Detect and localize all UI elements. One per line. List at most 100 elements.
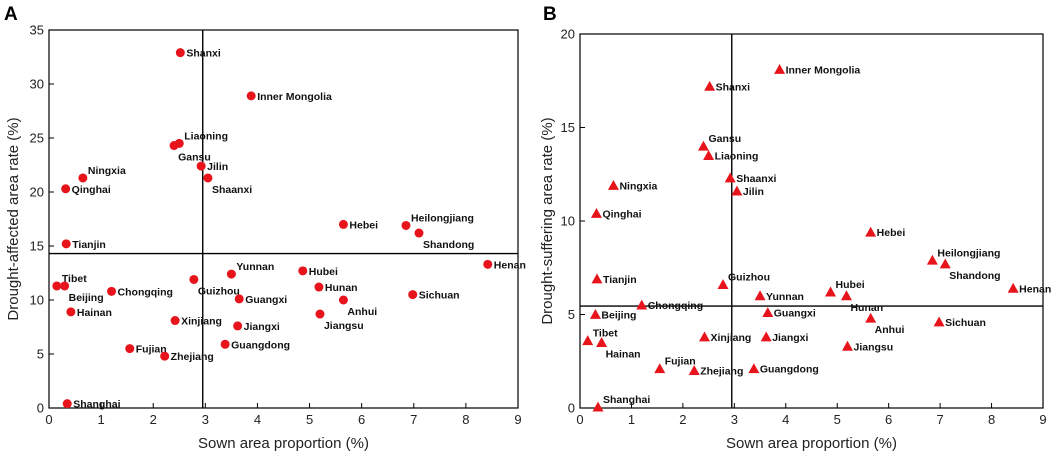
data-point-hainan bbox=[596, 337, 608, 347]
point-label: Liaoning bbox=[184, 130, 228, 142]
point-label: Hainan bbox=[77, 307, 112, 319]
data-point-shaanxi bbox=[203, 173, 213, 183]
data-point-hainan bbox=[66, 307, 76, 317]
data-point-guizhou bbox=[717, 279, 729, 289]
data-point-guangxi bbox=[762, 307, 774, 318]
point-label: Hubei bbox=[309, 266, 338, 278]
data-point-sichuan bbox=[408, 290, 418, 300]
point-label: Henan bbox=[1019, 283, 1051, 295]
x-tick-label: 3 bbox=[202, 412, 209, 427]
data-point-jiangxi bbox=[760, 331, 772, 342]
point-label: Guangxi bbox=[245, 294, 287, 306]
point-label: Shandong bbox=[423, 239, 474, 251]
point-label: Henan bbox=[494, 259, 526, 271]
plot-frame bbox=[579, 33, 1044, 409]
y-tick-label: 0 bbox=[37, 401, 44, 416]
data-point-sichuan bbox=[933, 316, 945, 327]
data-point-fujian bbox=[125, 344, 135, 354]
point-label: Tibet bbox=[62, 273, 87, 285]
point-label: Zhejiang bbox=[700, 366, 743, 378]
x-tick-label: 0 bbox=[45, 412, 52, 427]
data-point-shaanxi bbox=[724, 172, 736, 183]
data-point-zhejiang bbox=[160, 351, 170, 361]
x-axis-label: Sown area proportion (%) bbox=[198, 435, 369, 452]
point-label: Inner Mongolia bbox=[257, 91, 332, 103]
point-label: Guangdong bbox=[760, 364, 819, 376]
x-tick-label: 6 bbox=[358, 412, 365, 427]
data-point-hubei bbox=[298, 266, 308, 276]
x-tick-label: 6 bbox=[885, 412, 892, 427]
x-tick-label: 8 bbox=[988, 412, 995, 427]
y-tick-label: 35 bbox=[30, 23, 44, 38]
point-label: Tianjin bbox=[72, 239, 106, 251]
point-label: Guizhou bbox=[728, 272, 770, 284]
data-point-guangxi bbox=[234, 294, 244, 304]
point-label: Chongqing bbox=[648, 300, 703, 312]
point-label: Hunan bbox=[850, 302, 883, 314]
data-point-yunnan bbox=[754, 290, 766, 301]
data-point-fujian bbox=[654, 363, 666, 374]
data-point-jiangsu bbox=[315, 309, 325, 319]
x-tick-label: 7 bbox=[410, 412, 417, 427]
point-label: Zhejiang bbox=[171, 351, 214, 363]
x-tick-label: 5 bbox=[306, 412, 313, 427]
x-tick-label: 3 bbox=[731, 412, 738, 427]
data-point-tibet bbox=[52, 281, 62, 291]
data-point-guangdong bbox=[220, 339, 230, 349]
point-label: Chongqing bbox=[118, 286, 173, 298]
x-tick-label: 2 bbox=[150, 412, 157, 427]
data-point-hunan bbox=[314, 282, 324, 292]
point-label: Tianjin bbox=[603, 274, 637, 286]
y-axis-label: Drought-suffering area rate (%) bbox=[539, 117, 556, 324]
data-point-tianjin bbox=[591, 273, 603, 284]
point-label: Jiangxi bbox=[772, 332, 808, 344]
panel-letter: B bbox=[543, 4, 557, 25]
data-point-chongqing bbox=[107, 286, 117, 296]
x-tick-label: 1 bbox=[97, 412, 104, 427]
data-point-yunnan bbox=[226, 269, 236, 279]
data-point-inner-mongolia bbox=[246, 91, 256, 101]
data-point-beijing bbox=[60, 281, 70, 291]
point-label: Shanxi bbox=[186, 48, 221, 60]
data-point-shanxi bbox=[704, 80, 716, 91]
data-point-shanxi bbox=[175, 48, 185, 58]
point-label: Xinjiang bbox=[181, 316, 222, 328]
y-tick-label: 5 bbox=[568, 307, 575, 322]
x-tick-label: 9 bbox=[514, 412, 521, 427]
data-point-jiangxi bbox=[233, 321, 243, 331]
panel-a: 0 1 2 3 4 5 6 7 8 9 0 5 10 15 20 25 30 35 Sown area propor… bbox=[4, 4, 526, 452]
data-point-gansu bbox=[169, 141, 179, 151]
y-axis-label: Drought-affected area rate (%) bbox=[5, 117, 22, 320]
point-label: Sichuan bbox=[945, 317, 986, 329]
point-label: Shaanxi bbox=[212, 184, 252, 196]
data-point-shanghai bbox=[592, 401, 604, 412]
point-label: Guizhou bbox=[198, 285, 240, 297]
point-label: Shandong bbox=[949, 270, 1000, 282]
point-label: Jiangxi bbox=[244, 321, 280, 333]
y-tick-label: 15 bbox=[561, 120, 575, 135]
point-label: Liaoning bbox=[715, 151, 759, 163]
point-label: Guangxi bbox=[774, 308, 816, 320]
data-point-hebei bbox=[338, 219, 348, 229]
x-tick-label: 8 bbox=[462, 412, 469, 427]
data-point-qinghai bbox=[590, 208, 602, 218]
point-label: Heilongjiang bbox=[937, 247, 1000, 259]
data-point-tianjin bbox=[61, 239, 71, 249]
point-label: Shaanxi bbox=[736, 173, 776, 185]
point-label: Guangdong bbox=[231, 339, 290, 351]
data-point-qinghai bbox=[61, 184, 71, 194]
point-label: Shanxi bbox=[716, 81, 751, 93]
point-label: Ningxia bbox=[619, 180, 657, 192]
x-tick-label: 9 bbox=[1039, 412, 1046, 427]
data-point-inner-mongolia bbox=[774, 64, 786, 74]
y-tick-label: 5 bbox=[37, 347, 44, 362]
point-label: Beijing bbox=[69, 292, 104, 304]
data-point-zhejiang bbox=[688, 365, 700, 375]
point-label: Beijing bbox=[601, 310, 636, 322]
y-tick-label: 10 bbox=[561, 214, 575, 229]
y-tick-label: 0 bbox=[568, 401, 575, 416]
y-tick-label: 25 bbox=[30, 131, 44, 146]
point-label: Hainan bbox=[606, 349, 641, 361]
point-label: Jiangsu bbox=[854, 341, 894, 353]
point-label: Qinghai bbox=[602, 209, 641, 221]
